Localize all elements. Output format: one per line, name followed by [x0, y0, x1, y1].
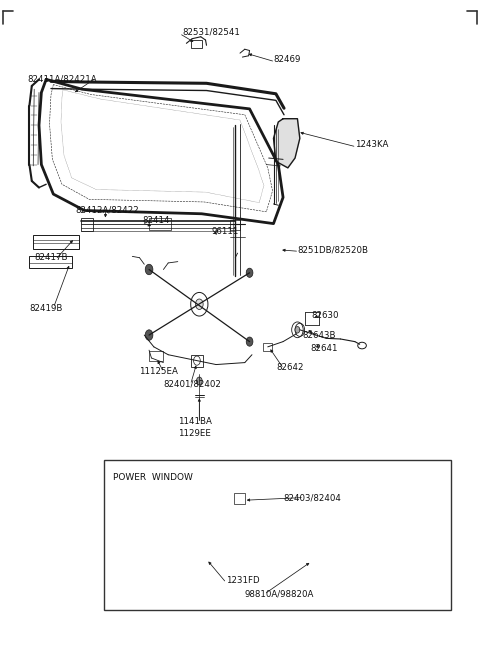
Text: 1231FD: 1231FD [226, 576, 259, 585]
Circle shape [176, 507, 184, 519]
Circle shape [307, 515, 326, 541]
Bar [149, 351, 163, 361]
Bar [263, 343, 272, 351]
Text: 96111: 96111 [211, 227, 239, 236]
Text: 82630: 82630 [312, 311, 339, 320]
Text: 82643B: 82643B [302, 330, 336, 340]
Text: 82419B: 82419B [29, 304, 63, 313]
Text: 82414: 82414 [142, 215, 169, 225]
Text: 82531/82541: 82531/82541 [182, 28, 240, 37]
Polygon shape [274, 119, 300, 168]
Circle shape [145, 264, 153, 275]
Bar [149, 217, 170, 229]
Text: 8251DB/82520B: 8251DB/82520B [298, 245, 369, 254]
Circle shape [227, 533, 234, 543]
Text: 1129EE: 1129EE [178, 429, 211, 438]
Circle shape [129, 464, 136, 475]
Bar [81, 218, 93, 231]
Text: 11125EA: 11125EA [140, 367, 179, 376]
Text: 98810A/98820A: 98810A/98820A [245, 589, 314, 599]
Ellipse shape [358, 342, 366, 349]
Text: 1243KA: 1243KA [355, 141, 388, 149]
Circle shape [227, 487, 234, 497]
Text: 82417B: 82417B [34, 253, 68, 262]
Bar [104, 460, 451, 610]
Circle shape [290, 492, 343, 564]
Circle shape [145, 330, 153, 340]
Bar [33, 235, 79, 248]
Text: 82403/82404: 82403/82404 [283, 493, 341, 502]
Circle shape [204, 555, 209, 563]
Circle shape [129, 520, 136, 530]
Text: 82641: 82641 [311, 344, 338, 353]
Text: 82411A/82421A: 82411A/82421A [27, 75, 96, 84]
Circle shape [170, 500, 190, 526]
Circle shape [246, 268, 253, 277]
Circle shape [246, 337, 253, 346]
Bar [191, 355, 203, 367]
Text: 82469: 82469 [274, 55, 301, 64]
Circle shape [299, 503, 335, 553]
Circle shape [295, 327, 300, 333]
Circle shape [195, 299, 203, 309]
Bar [191, 40, 202, 48]
Circle shape [196, 377, 202, 385]
Text: 82412A/82422: 82412A/82422 [75, 206, 139, 215]
Text: POWER  WINDOW: POWER WINDOW [113, 474, 193, 482]
Bar [234, 493, 245, 503]
Text: 1141BA: 1141BA [178, 417, 212, 426]
Bar [230, 219, 240, 230]
Text: 82401/82402: 82401/82402 [163, 380, 221, 389]
Text: 82642: 82642 [276, 363, 303, 373]
Bar [29, 256, 72, 267]
